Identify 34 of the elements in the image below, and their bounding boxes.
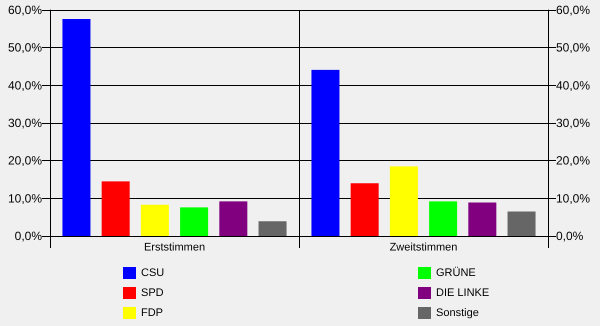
- y-tick-label: 60,0%: [8, 3, 42, 17]
- y2-tick-label: 0,0%: [556, 229, 584, 243]
- bar: [390, 166, 418, 236]
- y2-tick-label: 40,0%: [556, 78, 590, 92]
- legend-label: SPD: [141, 287, 164, 299]
- y2-tick-label: 30,0%: [556, 116, 590, 130]
- y-tick-label: 20,0%: [8, 154, 42, 168]
- bar: [62, 19, 90, 236]
- y2-tick-label: 10,0%: [556, 191, 590, 206]
- y-tick-label: 30,0%: [8, 116, 42, 130]
- bar: [102, 181, 130, 236]
- bar: [468, 202, 496, 236]
- bar: [508, 212, 536, 236]
- y-tick-label: 10,0%: [8, 191, 42, 206]
- legend-label: DIE LINKE: [436, 287, 490, 299]
- bar: [219, 201, 248, 236]
- y-tick-label: 0,0%: [14, 229, 42, 243]
- bar: [180, 207, 208, 236]
- legend-label: Sonstige: [436, 307, 479, 319]
- y-tick-label: 40,0%: [8, 78, 42, 92]
- legend-label: CSU: [141, 267, 164, 279]
- y2-tick-label: 50,0%: [556, 40, 590, 55]
- bar: [258, 221, 287, 236]
- x-tick-label: Zweitstimmen: [390, 242, 458, 254]
- bar: [350, 183, 379, 236]
- y-tick-label: 50,0%: [8, 40, 42, 55]
- bar: [429, 201, 458, 236]
- y2-tick-label: 20,0%: [556, 154, 590, 168]
- x-tick-label: Erststimmen: [144, 242, 206, 254]
- bar: [140, 204, 169, 236]
- legend-label: FDP: [141, 307, 163, 319]
- bar: [311, 70, 340, 236]
- y2-tick-label: 60,0%: [556, 3, 590, 17]
- legend-label: GRÜNE: [436, 266, 476, 279]
